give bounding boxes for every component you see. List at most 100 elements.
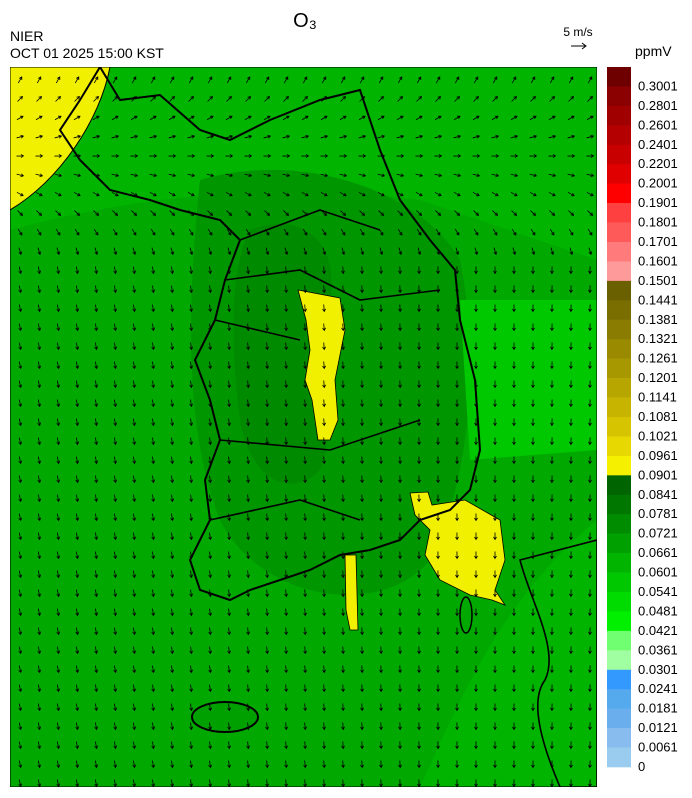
- wind-arrow: [491, 134, 500, 139]
- wind-arrow: [18, 323, 23, 332]
- wind-arrow: [92, 173, 101, 178]
- wind-arrow: [265, 266, 269, 275]
- wind-arrow: [398, 418, 402, 427]
- wind-arrow: [531, 627, 535, 636]
- wind-arrow: [246, 494, 251, 503]
- wind-arrow: [151, 494, 156, 503]
- wind-arrow: [303, 608, 307, 617]
- wind-arrow: [531, 266, 535, 275]
- wind-arrow: [322, 494, 326, 503]
- wind-arrow: [586, 115, 594, 121]
- wind-arrow: [360, 475, 364, 484]
- wind-arrow: [301, 173, 310, 178]
- wind-arrow: [379, 342, 383, 351]
- wind-arrow: [398, 779, 402, 787]
- wind-arrow: [18, 266, 23, 275]
- wind-arrow: [474, 627, 478, 636]
- wind-arrow: [379, 551, 383, 560]
- wind-arrow: [303, 266, 307, 275]
- wind-arrow: [588, 532, 592, 541]
- wind-arrow: [379, 399, 383, 408]
- wind-arrow: [151, 741, 156, 750]
- wind-arrow: [112, 76, 118, 84]
- wind-arrow: [284, 456, 288, 465]
- wind-arrow: [265, 703, 269, 712]
- wind-arrow: [569, 684, 573, 693]
- wind-arrow: [189, 437, 194, 446]
- wind-arrow: [322, 323, 326, 332]
- wind-arrow: [531, 551, 535, 560]
- wind-arrow: [322, 760, 326, 769]
- wind-arrow: [512, 304, 516, 313]
- colorbar-swatch: [607, 436, 631, 457]
- wind-arrow: [322, 475, 326, 484]
- wind-arrow: [417, 399, 421, 408]
- wind-arrow: [493, 665, 497, 674]
- wind-arrow: [550, 266, 554, 275]
- wind-arrow: [398, 399, 402, 408]
- wind-arrow: [94, 741, 99, 750]
- wind-arrow: [339, 154, 348, 158]
- wind-arrow: [37, 722, 42, 731]
- wind-arrow: [189, 627, 194, 636]
- wind-arrow: [322, 703, 326, 712]
- colorbar-label: 0.1381: [638, 312, 678, 327]
- wind-arrow: [265, 627, 269, 636]
- wind-arrow: [302, 228, 308, 236]
- wind-arrow: [151, 285, 156, 294]
- wind-arrow: [586, 154, 595, 158]
- wind-arrow: [284, 475, 288, 484]
- colorbar-label: 0.2201: [638, 156, 678, 171]
- wind-arrow: [493, 285, 497, 294]
- wind-arrow: [569, 741, 573, 750]
- wind-arrow: [226, 76, 232, 84]
- wind-arrow: [588, 570, 592, 579]
- wind-arrow: [113, 627, 118, 636]
- colorbar-label: 0.2601: [638, 117, 678, 132]
- wind-arrow: [208, 266, 213, 275]
- wind-arrow: [149, 115, 157, 121]
- wind-arrow: [360, 513, 364, 522]
- wind-arrow: [265, 741, 269, 750]
- wind-arrow: [512, 380, 516, 389]
- wind-arrow: [188, 228, 194, 236]
- wind-arrow: [112, 210, 119, 216]
- wind-arrow: [303, 437, 307, 446]
- wind-arrow: [56, 361, 61, 370]
- wind-arrow: [435, 95, 442, 102]
- wind-arrow: [340, 228, 346, 236]
- wind-arrow: [341, 380, 345, 389]
- wind-arrow: [454, 95, 461, 102]
- wind-arrow: [398, 494, 402, 503]
- wind-arrow: [227, 760, 232, 769]
- wind-arrow: [322, 456, 326, 465]
- wind-arrow: [398, 589, 402, 598]
- wind-arrow: [588, 722, 592, 731]
- wind-arrow: [189, 475, 194, 484]
- colorbar-label: 0.2801: [638, 98, 678, 113]
- wind-arrow: [303, 551, 307, 560]
- wind-arrow: [530, 95, 537, 102]
- wind-arrow: [455, 779, 459, 787]
- wind-arrow: [56, 380, 61, 389]
- wind-arrow: [246, 551, 251, 560]
- wind-arrow: [227, 266, 232, 275]
- wind-arrow: [531, 475, 535, 484]
- wind-arrow: [588, 703, 592, 712]
- wind-arrow: [227, 247, 232, 256]
- wind-arrow: [512, 589, 516, 598]
- wind-arrow: [474, 399, 478, 408]
- wind-arrow: [493, 380, 497, 389]
- wind-arrow: [398, 513, 402, 522]
- wind-arrow: [168, 191, 176, 197]
- wind-arrow: [322, 608, 326, 617]
- wind-arrow: [170, 532, 175, 541]
- wind-arrow: [588, 380, 592, 389]
- wind-arrow: [379, 247, 384, 256]
- wind-arrow: [170, 380, 175, 389]
- wind-arrow: [227, 513, 232, 522]
- wind-arrow: [75, 722, 80, 731]
- wind-arrow: [510, 173, 519, 178]
- wind-arrow: [75, 304, 80, 313]
- wind-arrow: [189, 722, 194, 731]
